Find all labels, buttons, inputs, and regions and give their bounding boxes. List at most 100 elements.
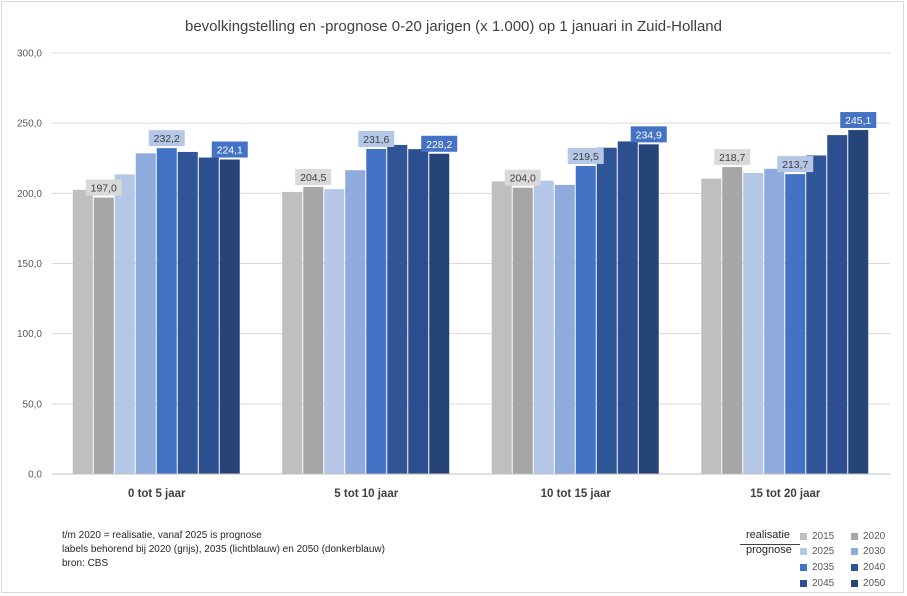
legend-swatch	[800, 548, 807, 555]
data-label-2020-0: 197,0	[91, 183, 117, 195]
data-label-2050-1: 228,2	[426, 139, 452, 151]
legend-item-2045: 2045	[800, 578, 834, 589]
legend-swatch	[851, 548, 858, 555]
bar-2030-1	[345, 170, 366, 474]
legend-item-2050: 2050	[851, 578, 885, 589]
data-labels: 197,0 232,2 224,1 204,5 231,6 228,2 204,0 219,5…	[85, 112, 877, 196]
legend-swatch	[851, 580, 858, 587]
bar-2025-2	[533, 180, 554, 474]
bar-2050-0	[219, 159, 240, 474]
data-label-2020-1: 204,5	[300, 172, 326, 184]
legend-label: 2030	[863, 546, 886, 557]
data-label-2035-2: 219,5	[573, 151, 599, 163]
bar-2035-0	[156, 148, 177, 474]
category-label: 5 tot 10 jaar	[334, 488, 398, 500]
axes: 0,0 50,0 100,0 150,0 200,0 250,0 300,0 0 tot 5 …	[17, 49, 890, 500]
data-label-box	[295, 169, 332, 186]
data-label-box	[777, 156, 814, 173]
bar-2030-0	[135, 153, 156, 475]
bar-2035-3	[785, 174, 806, 474]
bar-2045-3	[827, 135, 848, 474]
bar-2020-1	[303, 187, 324, 475]
bar-2045-2	[617, 141, 638, 474]
legend-item-2030: 2030	[851, 546, 885, 557]
data-label-box	[358, 130, 395, 147]
y-tick-label: 0,0	[28, 470, 42, 481]
data-label-2035-3: 213,7	[782, 159, 808, 171]
bar-2035-2	[575, 165, 596, 475]
category-label: 10 tot 15 jaar	[541, 488, 612, 500]
note-line: bron: CBS	[62, 558, 109, 569]
legend-prognose-label: prognose	[746, 544, 792, 556]
bars	[72, 130, 869, 475]
data-label-box	[148, 130, 185, 147]
data-label-2050-3: 245,1	[845, 115, 871, 127]
bar-2020-0	[93, 197, 114, 474]
bar-2025-0	[114, 174, 135, 474]
data-label-box	[630, 126, 667, 143]
bar-2020-2	[512, 187, 533, 474]
legend-item-2025: 2025	[800, 546, 834, 557]
y-tick-label: 300,0	[17, 49, 42, 60]
data-label-2020-2: 204,0	[510, 173, 536, 185]
legend-item-2020: 2020	[851, 531, 885, 542]
data-label-2050-2: 234,9	[636, 129, 662, 141]
bar-2030-3	[764, 168, 785, 474]
legend-label: 2040	[863, 562, 886, 573]
bar-2040-3	[806, 155, 827, 474]
data-label-box	[714, 149, 751, 166]
legend-swatch	[851, 533, 858, 540]
bar-chart: 197,0 232,2 224,1 204,5 231,6 228,2 204,0 219,5…	[17, 49, 890, 500]
data-label-2020-3: 218,7	[719, 152, 745, 164]
legend-label: 2015	[812, 531, 835, 542]
legend-item-2015: 2015	[800, 531, 834, 542]
data-label-box	[211, 141, 248, 158]
bar-2045-0	[198, 157, 219, 474]
legend-swatch	[800, 564, 807, 571]
bar-2030-2	[554, 184, 575, 474]
legend-item-2035: 2035	[800, 562, 834, 573]
bar-2040-1	[387, 144, 408, 474]
legend-label: 2045	[812, 578, 835, 589]
category-label: 15 tot 20 jaar	[750, 488, 821, 500]
legend-swatch	[800, 533, 807, 540]
legend-swatch	[851, 564, 858, 571]
legend-realisatie-label: realisatie	[746, 529, 791, 541]
y-tick-label: 150,0	[17, 259, 42, 270]
bar-2050-1	[429, 153, 450, 474]
bar-2050-3	[848, 130, 869, 474]
bar-2045-1	[408, 149, 429, 474]
bar-2035-1	[366, 148, 387, 474]
bar-2015-3	[701, 178, 722, 474]
legend-label: 2035	[812, 562, 835, 573]
note-line: labels behorend bij 2020 (grijs), 2035 (…	[62, 544, 385, 555]
data-label-box	[421, 135, 458, 152]
legend-item-2040: 2040	[851, 562, 885, 573]
bar-2025-1	[324, 189, 345, 474]
bar-2020-3	[722, 167, 743, 474]
bar-2015-0	[72, 189, 93, 474]
data-label-2050-0: 224,1	[217, 145, 243, 157]
bar-2015-1	[282, 191, 303, 474]
chart-notes: t/m 2020 = realisatie, vanaf 2025 is pro…	[62, 529, 385, 571]
data-label-box	[567, 147, 604, 164]
y-tick-label: 250,0	[17, 119, 42, 130]
legend-label: 2025	[812, 546, 835, 557]
legend-label: 2020	[863, 531, 886, 542]
data-label-box	[504, 169, 541, 186]
note-line: t/m 2020 = realisatie, vanaf 2025 is pro…	[62, 530, 262, 541]
bar-2025-3	[743, 172, 764, 475]
category-label: 0 tot 5 jaar	[128, 488, 186, 500]
chart-title: bevolkingstelling en -prognose 0-20 jari…	[185, 18, 722, 35]
legend-divider	[740, 544, 800, 545]
legend-swatch	[800, 580, 807, 587]
bar-2040-0	[177, 151, 198, 474]
y-tick-label: 100,0	[17, 329, 42, 340]
y-tick-label: 200,0	[17, 189, 42, 200]
bar-2050-2	[638, 144, 659, 474]
data-label-2035-0: 232,2	[154, 133, 180, 145]
data-label-box	[85, 179, 122, 196]
y-tick-label: 50,0	[23, 399, 43, 410]
data-label-box	[840, 112, 877, 129]
